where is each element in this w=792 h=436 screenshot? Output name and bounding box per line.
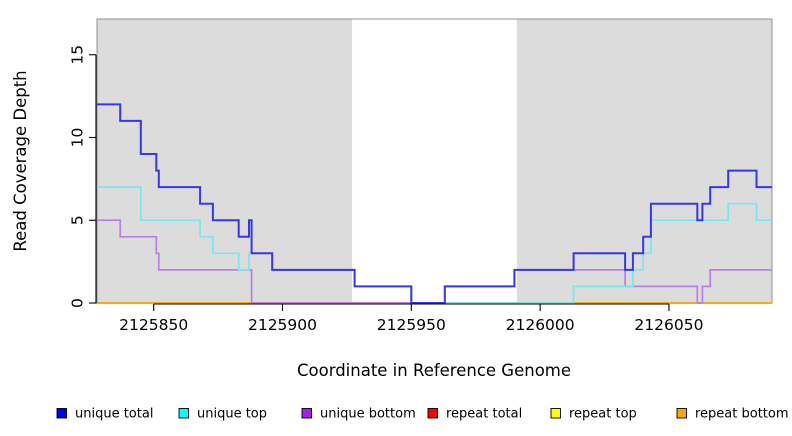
legend-item-repeat-top: repeat top — [550, 407, 637, 422]
legend-swatch-unique-bottom — [301, 408, 312, 419]
legend-swatch-repeat-top — [550, 408, 561, 419]
x-axis-tick-label: 2125850 — [119, 316, 188, 334]
y-axis-tick-label: 0 — [69, 298, 87, 308]
legend-swatch-unique-top — [178, 408, 189, 419]
legend-item-repeat-bottom: repeat bottom — [676, 407, 789, 422]
legend-item-unique-top: unique top — [178, 407, 267, 422]
legend-item-unique-total: unique total — [56, 407, 153, 422]
legend: unique total unique top unique bottom repea… — [56, 407, 789, 422]
y-axis-tick-label: 10 — [69, 128, 87, 148]
legend-label: repeat bottom — [695, 407, 789, 422]
y-axis-tick-label: 5 — [69, 215, 87, 225]
legend-item-unique-bottom: unique bottom — [301, 407, 416, 422]
x-axis-tick-label: 2126050 — [634, 316, 703, 334]
legend-label: repeat total — [446, 407, 522, 422]
legend-label: repeat top — [569, 407, 637, 422]
coverage-series-lines — [97, 103, 772, 304]
legend-swatch-unique-total — [56, 408, 67, 419]
axes: 2125850 2125900 2125950 2126000 2126050 0 5 10 1… — [69, 45, 704, 334]
x-axis-title: Coordinate in Reference Genome — [297, 361, 571, 380]
series-line-unique-total — [97, 103, 772, 304]
y-axis-title: Read Coverage Depth — [11, 70, 30, 251]
shaded-region-0 — [97, 19, 353, 303]
x-axis-tick-label: 2125900 — [248, 316, 317, 334]
legend-swatch-repeat-total — [427, 408, 438, 419]
shaded-region-1 — [516, 19, 772, 303]
legend-swatch-repeat-bottom — [676, 408, 687, 419]
y-axis-tick-label: 15 — [69, 45, 87, 65]
legend-label: unique total — [75, 407, 153, 422]
x-axis-tick-label: 2125950 — [377, 316, 446, 334]
shaded-regions — [97, 19, 772, 303]
legend-item-repeat-total: repeat total — [427, 407, 522, 422]
x-axis-tick-label: 2126000 — [506, 316, 575, 334]
legend-label: unique bottom — [320, 407, 416, 422]
legend-label: unique top — [197, 407, 267, 422]
